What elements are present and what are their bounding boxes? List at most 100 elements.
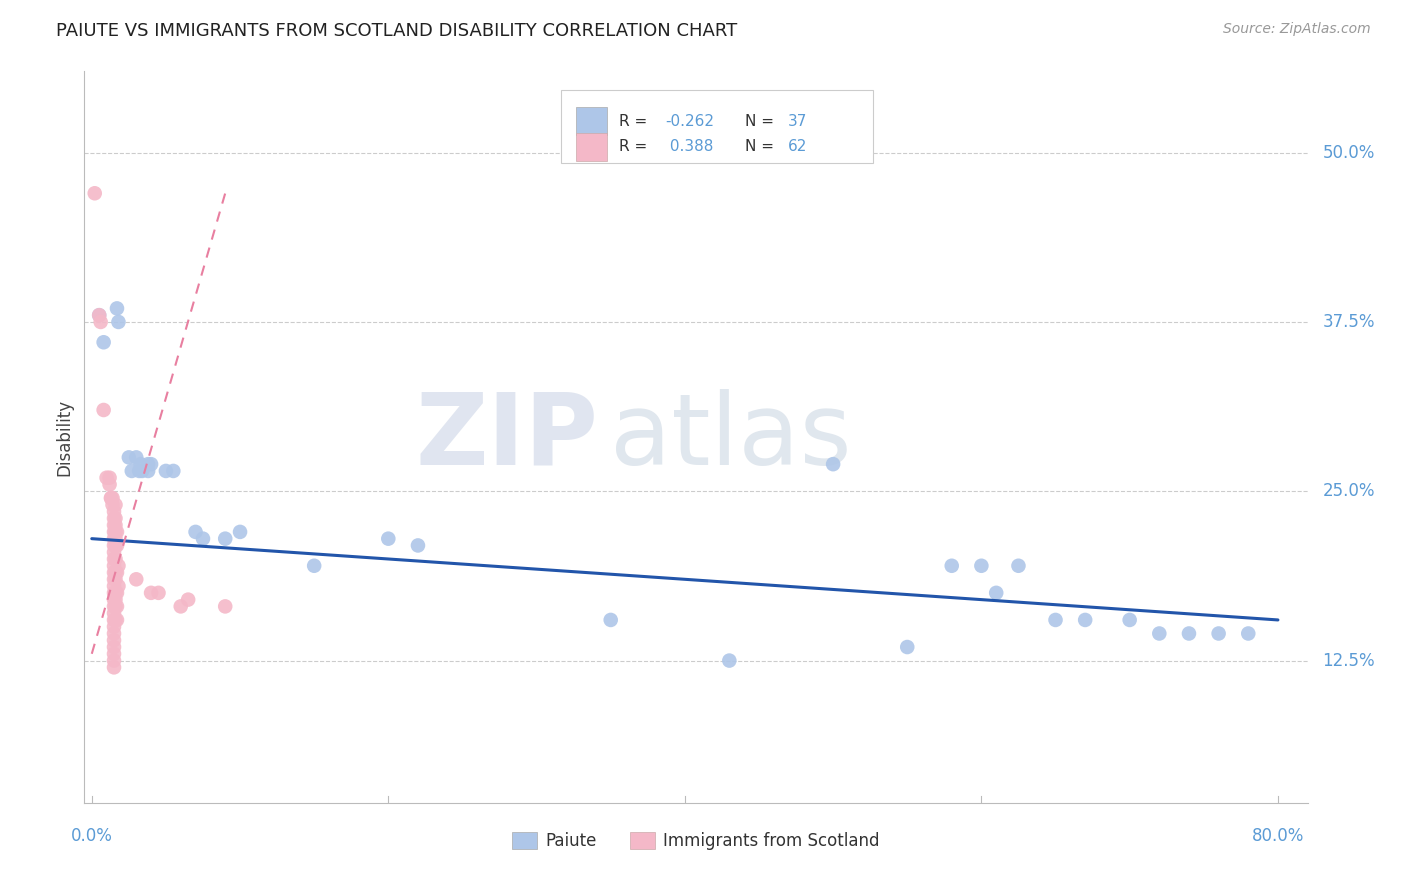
Point	[155, 464, 177, 478]
Text: R =: R =	[619, 139, 652, 154]
Point	[103, 599, 125, 614]
Text: 37: 37	[787, 113, 807, 128]
Point	[718, 654, 741, 668]
Point	[1149, 626, 1171, 640]
Point	[104, 532, 127, 546]
Point	[100, 491, 122, 505]
Point	[104, 498, 127, 512]
Point	[101, 498, 124, 512]
FancyBboxPatch shape	[561, 90, 873, 163]
Point	[128, 464, 150, 478]
Point	[302, 558, 325, 573]
Point	[229, 524, 252, 539]
Point	[1237, 626, 1260, 640]
Point	[90, 315, 112, 329]
Point	[103, 511, 125, 525]
Point	[104, 524, 127, 539]
Point	[823, 457, 845, 471]
Point	[377, 532, 399, 546]
Point	[107, 315, 129, 329]
Point	[100, 491, 122, 505]
Text: 80.0%: 80.0%	[1251, 827, 1305, 846]
Point	[184, 524, 207, 539]
Point	[214, 599, 236, 614]
Point	[89, 308, 111, 322]
Text: PAIUTE VS IMMIGRANTS FROM SCOTLAND DISABILITY CORRELATION CHART: PAIUTE VS IMMIGRANTS FROM SCOTLAND DISAB…	[56, 22, 738, 40]
Point	[107, 558, 129, 573]
Point	[103, 606, 125, 620]
Point	[170, 599, 193, 614]
Point	[103, 532, 125, 546]
Point	[103, 518, 125, 533]
Bar	[576, 107, 606, 135]
Point	[118, 450, 141, 465]
Point	[83, 186, 105, 201]
Point	[406, 538, 429, 552]
Point	[104, 511, 127, 525]
Point	[1178, 626, 1201, 640]
Text: Source: ZipAtlas.com: Source: ZipAtlas.com	[1223, 22, 1371, 37]
Point	[105, 524, 128, 539]
Point	[131, 464, 153, 478]
Text: N =: N =	[745, 139, 779, 154]
Point	[103, 592, 125, 607]
Point	[105, 586, 128, 600]
Point	[104, 552, 127, 566]
Point	[105, 301, 128, 316]
Point	[103, 505, 125, 519]
Point	[103, 538, 125, 552]
Point	[105, 538, 128, 552]
Point	[104, 538, 127, 552]
Point	[103, 626, 125, 640]
Point	[93, 335, 115, 350]
Point	[93, 403, 115, 417]
Point	[214, 532, 236, 546]
Point	[104, 613, 127, 627]
Point	[103, 640, 125, 654]
Text: ZIP: ZIP	[415, 389, 598, 485]
Point	[103, 566, 125, 580]
Point	[98, 477, 121, 491]
Point	[136, 457, 159, 471]
Point	[103, 579, 125, 593]
Point	[104, 566, 127, 580]
Point	[101, 491, 124, 505]
Point	[89, 308, 111, 322]
Point	[177, 592, 200, 607]
Point	[1045, 613, 1067, 627]
Point	[103, 620, 125, 634]
Text: 0.388: 0.388	[665, 139, 714, 154]
Text: 62: 62	[787, 139, 807, 154]
Point	[103, 524, 125, 539]
Point	[103, 552, 125, 566]
Text: atlas: atlas	[610, 389, 852, 485]
Point	[104, 586, 127, 600]
Text: 0.0%: 0.0%	[70, 827, 112, 846]
Point	[103, 586, 125, 600]
Point	[98, 471, 121, 485]
Point	[599, 613, 621, 627]
Point	[148, 586, 170, 600]
Point	[139, 457, 162, 471]
Text: -0.262: -0.262	[665, 113, 714, 128]
Point	[103, 654, 125, 668]
Point	[125, 450, 148, 465]
Point	[103, 558, 125, 573]
Point	[96, 471, 118, 485]
Bar	[576, 133, 606, 161]
Point	[1074, 613, 1097, 627]
Point	[136, 464, 159, 478]
Point	[103, 633, 125, 648]
Point	[941, 558, 963, 573]
Point	[105, 613, 128, 627]
Point	[125, 572, 148, 586]
Point	[103, 613, 125, 627]
Text: N =: N =	[745, 113, 779, 128]
Point	[1007, 558, 1029, 573]
Text: 12.5%: 12.5%	[1322, 651, 1375, 670]
Text: 25.0%: 25.0%	[1322, 483, 1375, 500]
Legend: Paiute, Immigrants from Scotland: Paiute, Immigrants from Scotland	[505, 825, 887, 856]
Point	[896, 640, 918, 654]
Point	[104, 572, 127, 586]
Point	[121, 464, 143, 478]
